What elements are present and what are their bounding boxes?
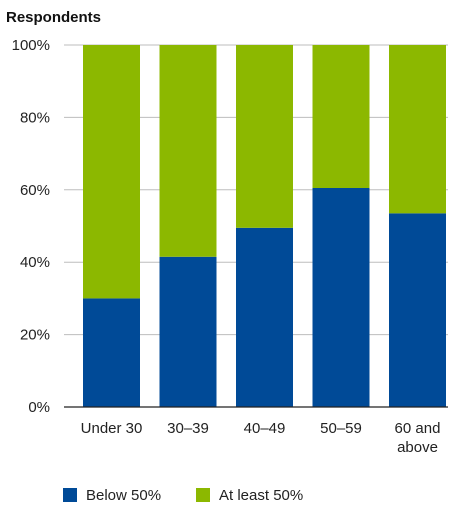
- legend-label: Below 50%: [86, 487, 161, 504]
- y-tick-label: 40%: [20, 254, 50, 271]
- y-tick-label: 0%: [28, 399, 50, 416]
- legend: Below 50% At least 50%: [63, 487, 303, 504]
- legend-swatch: [63, 488, 77, 502]
- bar-segment-below-50: [312, 187, 370, 407]
- bar-segment-below-50: [236, 227, 293, 407]
- x-axis-labels: Under 30 30–39 40–49 50–59 60 and above: [81, 420, 441, 456]
- y-tick-label: 60%: [20, 182, 50, 199]
- bar-segment-at-least-50: [236, 45, 293, 228]
- x-category-label: Under 30: [81, 420, 143, 437]
- x-category-label: 60 and above: [395, 420, 441, 456]
- bar-segment-at-least-50: [389, 45, 446, 214]
- bar-segment-below-50: [159, 256, 217, 407]
- y-axis-ticks: 0% 20% 40% 60% 80% 100%: [12, 37, 50, 416]
- bar-segment-at-least-50: [312, 45, 370, 188]
- y-tick-label: 100%: [12, 37, 50, 54]
- x-category-label: 40–49: [244, 420, 286, 437]
- bar-segment-at-least-50: [83, 45, 140, 299]
- bar-segment-below-50: [83, 298, 140, 407]
- legend-swatch: [196, 488, 210, 502]
- x-category-label: 50–59: [320, 420, 362, 437]
- x-category-label: 30–39: [167, 420, 209, 437]
- y-tick-label: 80%: [20, 109, 50, 126]
- bars: [83, 45, 446, 407]
- bar-segment-below-50: [389, 213, 446, 407]
- y-tick-label: 20%: [20, 327, 50, 344]
- y-axis-title: Respondents: [6, 9, 101, 26]
- bar-segment-at-least-50: [159, 45, 217, 257]
- legend-label: At least 50%: [219, 487, 303, 504]
